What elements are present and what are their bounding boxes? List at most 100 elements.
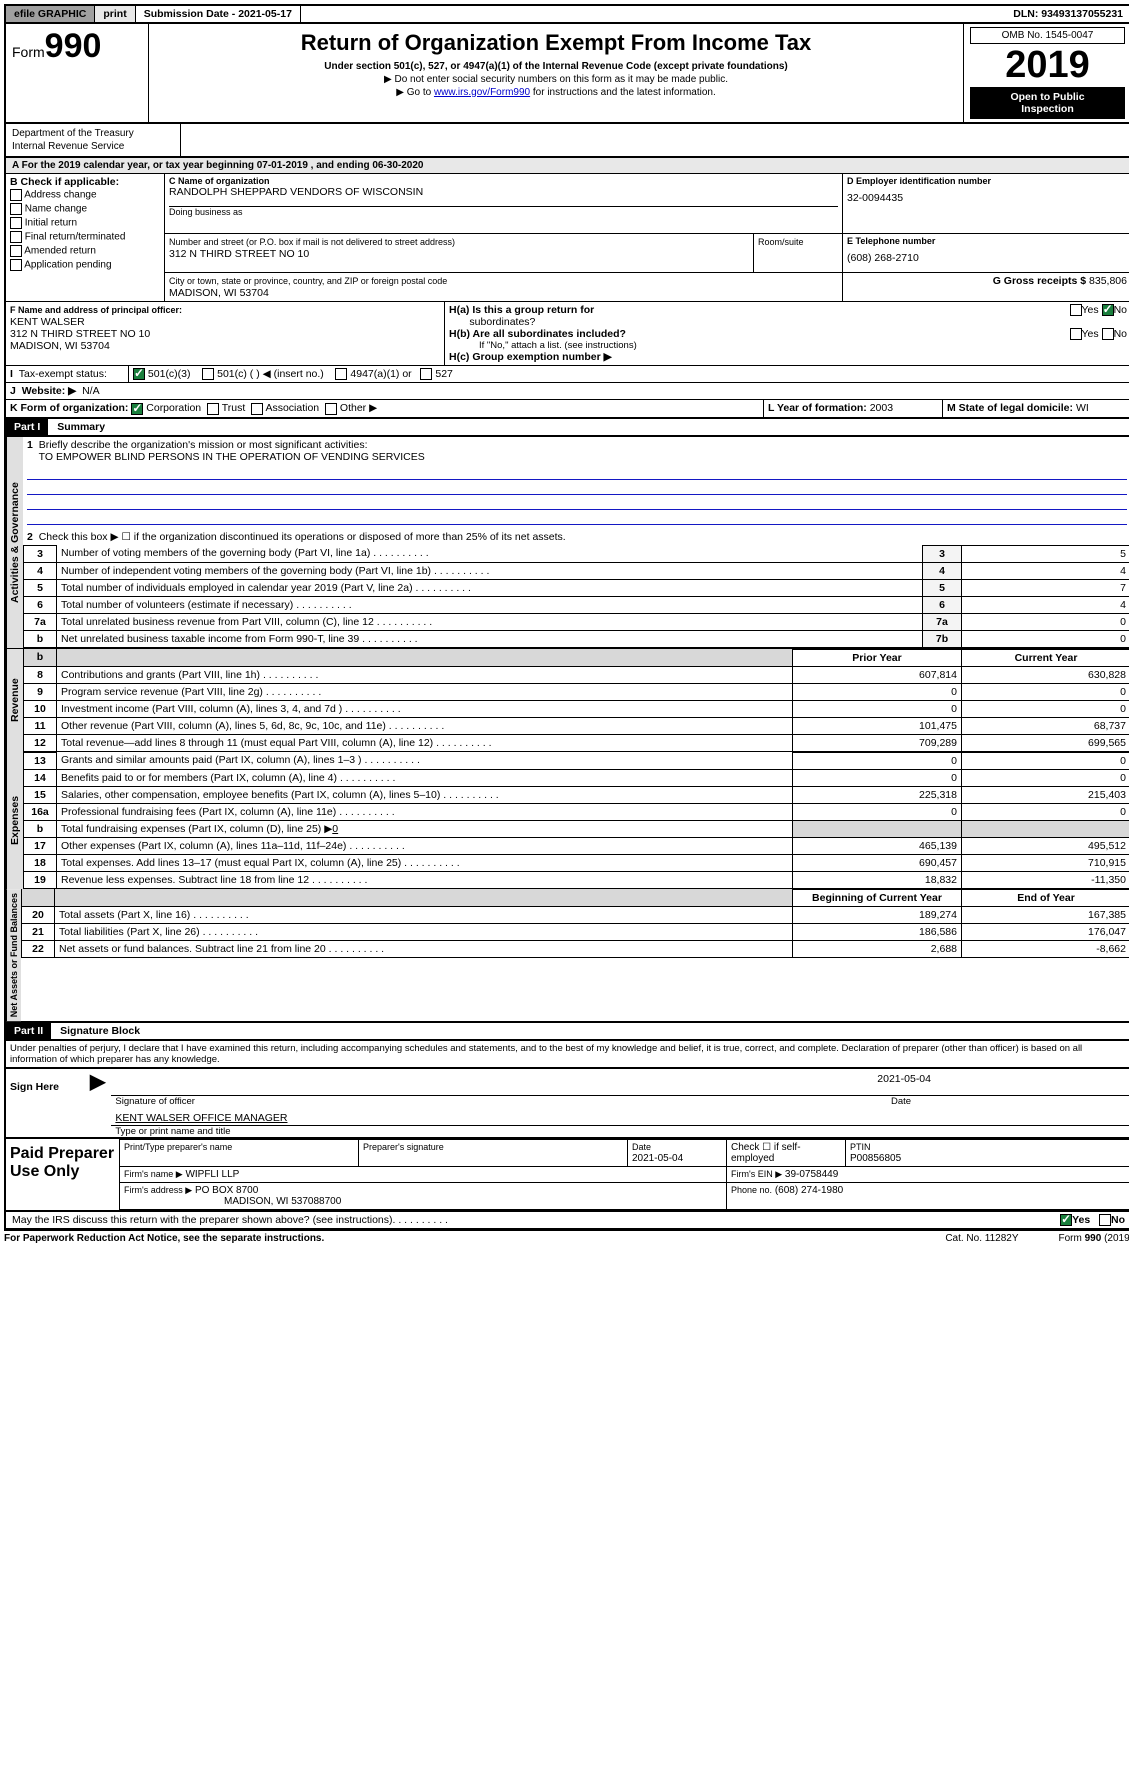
- line-row: 12Total revenue—add lines 8 through 11 (…: [24, 734, 1129, 751]
- hb-note: If "No," attach a list. (see instruction…: [449, 340, 1127, 351]
- dept-treasury: Department of the TreasuryInternal Reven…: [6, 124, 181, 156]
- part-ii-header: Part II: [6, 1023, 51, 1039]
- line-row: bTotal fundraising expenses (Part IX, co…: [24, 820, 1129, 837]
- firm-name-label: Firm's name ▶: [124, 1169, 183, 1179]
- governance-lines: 3Number of voting members of the governi…: [23, 545, 1129, 648]
- line-row: 16aProfessional fundraising fees (Part I…: [24, 803, 1129, 820]
- discuss-text: May the IRS discuss this return with the…: [12, 1214, 393, 1226]
- check-501c3[interactable]: [133, 368, 145, 380]
- officer-caption: Type or print name and title: [111, 1126, 1129, 1137]
- net-assets-lines: Beginning of Current YearEnd of Year 20T…: [21, 889, 1129, 958]
- signature-line[interactable]: 2021-05-04: [111, 1069, 1129, 1096]
- firm-addr2: MADISON, WI 537088700: [124, 1196, 722, 1207]
- firm-ein: 39-0758449: [785, 1169, 838, 1180]
- firm-phone-label: Phone no.: [731, 1185, 772, 1195]
- officer-addr2: MADISON, WI 53704: [10, 340, 110, 352]
- k-label: K Form of organization:: [10, 402, 128, 414]
- part-ii: Part II Signature Block: [4, 1023, 1129, 1041]
- line-row: 11Other revenue (Part VIII, column (A), …: [24, 717, 1129, 734]
- sig-officer-caption: Signature of officer: [111, 1096, 891, 1107]
- city-value: MADISON, WI 53704: [169, 287, 269, 299]
- g-label: G Gross receipts $: [993, 275, 1086, 287]
- efile-graphic-button[interactable]: efile GRAPHIC: [6, 6, 95, 22]
- line-row: 14Benefits paid to or for members (Part …: [24, 769, 1129, 786]
- mission-line: [27, 495, 1127, 510]
- vtab-revenue: Revenue: [6, 649, 23, 752]
- page-footer: For Paperwork Reduction Act Notice, see …: [4, 1231, 1129, 1246]
- line-row: 4Number of independent voting members of…: [24, 562, 1129, 579]
- paid-preparer-block: Paid Preparer Use Only Print/Type prepar…: [4, 1139, 1129, 1212]
- line-row: bNet unrelated business taxable income f…: [24, 630, 1129, 647]
- line-row: 22Net assets or fund balances. Subtract …: [22, 940, 1129, 957]
- irs-link[interactable]: www.irs.gov/Form990: [434, 87, 530, 98]
- sign-here-block: Sign Here ▶ 2021-05-04 Signature of offi…: [4, 1069, 1129, 1139]
- c-label: C Name of organization: [169, 176, 838, 186]
- note-goto: ▶ Go to www.irs.gov/Form990 for instruct…: [155, 86, 957, 99]
- sign-here-label: Sign Here: [6, 1069, 84, 1137]
- phone-value: (608) 268-2710: [847, 246, 1127, 270]
- check-corporation[interactable]: [131, 403, 143, 415]
- vtab-expenses: Expenses: [6, 752, 23, 889]
- ha-yes-no[interactable]: Yes No: [1070, 304, 1128, 328]
- line-row: 5Total number of individuals employed in…: [24, 579, 1129, 596]
- date-caption: Date: [891, 1096, 1129, 1107]
- part-i: Part I Summary: [4, 419, 1129, 437]
- mission-text: TO EMPOWER BLIND PERSONS IN THE OPERATIO…: [39, 451, 425, 463]
- q2-text: Check this box ▶ ☐ if the organization d…: [39, 531, 566, 543]
- firm-phone: (608) 274-1980: [775, 1185, 843, 1196]
- omb-number: OMB No. 1545-0047: [970, 27, 1125, 44]
- mission-line: [27, 480, 1127, 495]
- check-other[interactable]: [325, 403, 337, 415]
- year-formed: 2003: [870, 402, 893, 414]
- prep-name-label: Print/Type preparer's name: [124, 1142, 232, 1152]
- check-initial-return[interactable]: Initial return: [10, 216, 160, 230]
- sig-date-value: 2021-05-04: [877, 1073, 931, 1085]
- part-i-title: Summary: [51, 421, 105, 433]
- room-label: Room/suite: [758, 237, 804, 247]
- ptin-value: P00856805: [850, 1153, 901, 1164]
- line-row: 18Total expenses. Add lines 13–17 (must …: [24, 854, 1129, 871]
- form-title: Return of Organization Exempt From Incom…: [155, 29, 957, 58]
- part-i-header: Part I: [6, 419, 48, 435]
- org-name: RANDOLPH SHEPPARD VENDORS OF WISCONSIN: [169, 186, 838, 198]
- prep-sig-label: Preparer's signature: [363, 1142, 444, 1152]
- ptin-label: PTIN: [850, 1142, 871, 1152]
- officer-typed-name: KENT WALSER OFFICE MANAGER: [115, 1112, 287, 1124]
- line-row: 13Grants and similar amounts paid (Part …: [24, 752, 1129, 769]
- line-row: 8Contributions and grants (Part VIII, li…: [24, 666, 1129, 683]
- check-trust[interactable]: [207, 403, 219, 415]
- i-label: Tax-exempt status:: [19, 368, 107, 380]
- check-501c[interactable]: [202, 368, 214, 380]
- mission-line: [27, 510, 1127, 525]
- check-name-change[interactable]: Name change: [10, 202, 160, 216]
- note-ssn: ▶ Do not enter social security numbers o…: [155, 73, 957, 86]
- check-527[interactable]: [420, 368, 432, 380]
- form-footer: Form 990 (2019): [1059, 1233, 1129, 1244]
- firm-addr-label: Firm's address ▶: [124, 1185, 192, 1195]
- form-header: Form990 Return of Organization Exempt Fr…: [4, 24, 1129, 124]
- paid-preparer-label: Paid Preparer Use Only: [6, 1139, 119, 1210]
- cat-no: Cat. No. 11282Y: [945, 1233, 1058, 1244]
- print-button[interactable]: print: [95, 6, 135, 22]
- street-address: 312 N THIRD STREET NO 10: [169, 248, 309, 260]
- discuss-row: May the IRS discuss this return with the…: [4, 1212, 1129, 1229]
- firm-ein-label: Firm's EIN ▶: [731, 1169, 782, 1179]
- dba-label: Doing business as: [169, 207, 838, 217]
- prep-date-value: 2021-05-04: [632, 1153, 683, 1164]
- check-final-return[interactable]: Final return/terminated: [10, 230, 160, 244]
- check-address-change[interactable]: Address change: [10, 188, 160, 202]
- self-employed-check[interactable]: Check ☐ if self-employed: [727, 1139, 846, 1166]
- check-association[interactable]: [251, 403, 263, 415]
- ein-value: 32-0094435: [847, 192, 1127, 204]
- d-label: D Employer identification number: [847, 176, 1127, 186]
- officer-name: KENT WALSER: [10, 316, 85, 328]
- line-row: 15Salaries, other compensation, employee…: [24, 786, 1129, 803]
- check-4947[interactable]: [335, 368, 347, 380]
- line-row: 20Total assets (Part X, line 16)189,2741…: [22, 906, 1129, 923]
- discuss-yes-no[interactable]: Yes No: [1060, 1214, 1125, 1226]
- form-number: Form990: [12, 27, 142, 66]
- line-row: 9Program service revenue (Part VIII, lin…: [24, 683, 1129, 700]
- check-amended-return[interactable]: Amended return: [10, 244, 160, 258]
- check-application-pending[interactable]: Application pending: [10, 258, 160, 272]
- hb-yes-no[interactable]: Yes No: [1070, 328, 1128, 340]
